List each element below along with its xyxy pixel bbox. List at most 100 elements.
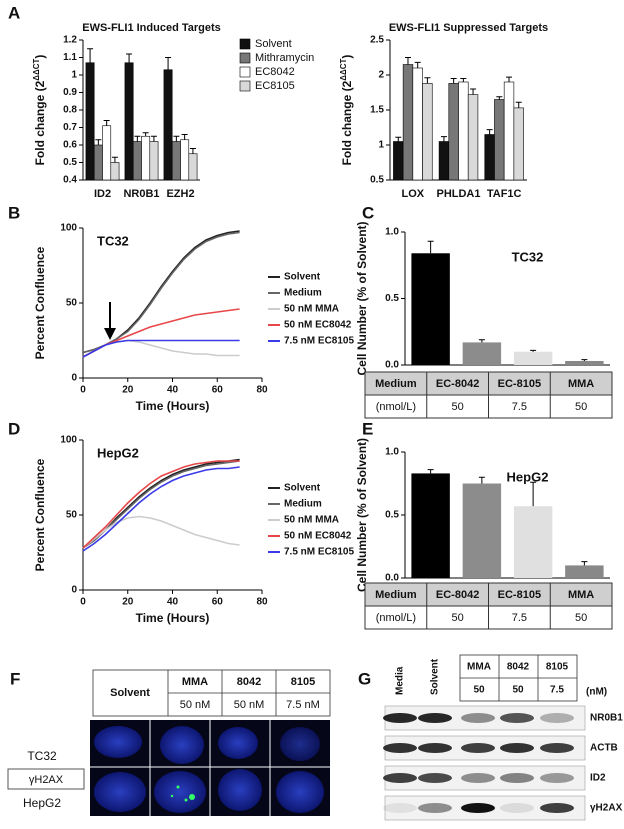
error-bar (404, 57, 411, 65)
error-bar (87, 48, 94, 63)
series-line (82, 231, 240, 354)
error-bar (173, 135, 180, 142)
y-tick-label: 1.1 (63, 52, 77, 63)
blot-band (461, 773, 495, 783)
table-cell: (nmol/L) (376, 401, 416, 413)
legend-label: Solvent (284, 483, 321, 494)
y-tick-label: 2 (378, 70, 384, 81)
y-axis-label: Fold change (2ΔΔCT) (32, 55, 48, 166)
y-axis-label-part: ΔΔCT (339, 58, 348, 80)
dose: 50 (512, 685, 524, 696)
x-axis-label: Time (Hours) (136, 399, 210, 413)
y-tick-label: 0.5 (385, 510, 399, 521)
blot-band (383, 713, 417, 723)
table-header: Solvent (110, 687, 150, 699)
panel-label: C (362, 203, 374, 222)
error-bar (414, 61, 421, 68)
y-tick-label: 1.0 (385, 227, 399, 238)
blot-band (461, 803, 495, 813)
table-header: Medium (375, 589, 417, 601)
bar (494, 99, 505, 181)
legend-label: Medium (284, 288, 322, 299)
y-tick-label: 50 (66, 510, 78, 521)
legend-label: 50 nM EC8042 (284, 320, 352, 331)
legend-label: 50 nM EC8042 (284, 531, 352, 542)
y-tick-label: 50 (66, 298, 78, 309)
y-tick-label: 0.4 (63, 175, 77, 186)
y-axis-label-part: Cell Number (% of Solvent) (355, 221, 369, 375)
annotation: TC32 (97, 233, 129, 248)
bar (513, 351, 553, 365)
bar (141, 135, 151, 181)
legend-label: EC8042 (255, 66, 295, 78)
bar (484, 134, 495, 181)
table-cell: 50 (575, 401, 587, 413)
error-bar (506, 76, 513, 82)
legend-swatch (239, 38, 251, 50)
blot-label: γH2AX (590, 803, 623, 814)
row-label: TC32 (27, 749, 57, 763)
legend-swatch (239, 66, 251, 78)
error-bar (486, 129, 493, 135)
y-axis-label-part: Fold change (2 (33, 80, 47, 165)
error-bar (103, 120, 110, 126)
dose: 50 (473, 685, 485, 696)
series-line (82, 458, 240, 549)
error-bar (189, 148, 196, 154)
error-bar (150, 135, 157, 142)
y-tick-label: 0.0 (385, 573, 399, 584)
legend-label: 7.5 nM EC8105 (284, 547, 354, 558)
lane-label: 8042 (507, 662, 530, 673)
x-tick-label: 20 (122, 597, 134, 608)
table-cell: 7.5 (512, 401, 527, 413)
blot-band (418, 773, 452, 783)
blot-band (540, 803, 574, 813)
error-bar (427, 240, 434, 254)
y-tick-label: 0.5 (385, 293, 399, 304)
blot-band (500, 713, 534, 723)
y-tick-label: 0.5 (370, 175, 384, 186)
table-cell: 50 (575, 612, 587, 624)
error-bar (165, 57, 172, 70)
bar (565, 565, 604, 578)
annotation: HepG2 (97, 445, 139, 460)
chart-title: TC32 (512, 249, 544, 264)
bar (467, 94, 479, 181)
bar (411, 253, 450, 365)
blot-band (500, 743, 534, 753)
series-line (82, 460, 240, 549)
blot-label: ID2 (590, 773, 606, 784)
legend-label: Medium (284, 499, 322, 510)
legend-label: EC8105 (255, 80, 295, 92)
blot-band (540, 773, 574, 783)
error-bar (496, 96, 503, 100)
bar (412, 67, 423, 181)
y-tick-label: 0.9 (63, 87, 77, 98)
table-header: 8105 (291, 676, 315, 688)
x-tick-label: TAF1C (487, 188, 522, 200)
error-bar (450, 78, 457, 84)
table-cell: 50 nM (180, 699, 211, 711)
blot-label: NR0B1 (590, 713, 623, 724)
panel-label: E (362, 419, 373, 438)
blot-band (461, 713, 495, 723)
x-tick-label: LOX (402, 188, 425, 200)
x-tick-label: 80 (256, 597, 268, 608)
legend-label: Solvent (284, 272, 321, 283)
series-line (82, 460, 240, 549)
bar (422, 83, 433, 181)
panel-f (92, 669, 331, 717)
x-tick-label: 0 (80, 597, 86, 608)
series-line (82, 466, 240, 552)
x-tick-label: ID2 (94, 188, 111, 200)
y-tick-label: 0.0 (385, 360, 399, 371)
chart-title: EWS-FLI1 Induced Targets (82, 22, 221, 34)
lane-label: 8105 (546, 662, 569, 673)
y-axis-label-part: ) (33, 55, 47, 59)
bar (188, 153, 198, 181)
series-line (82, 339, 240, 358)
bar (565, 361, 604, 365)
x-axis-label: Time (Hours) (136, 611, 210, 625)
x-tick-label: 40 (167, 597, 179, 608)
error-bar (395, 136, 402, 142)
